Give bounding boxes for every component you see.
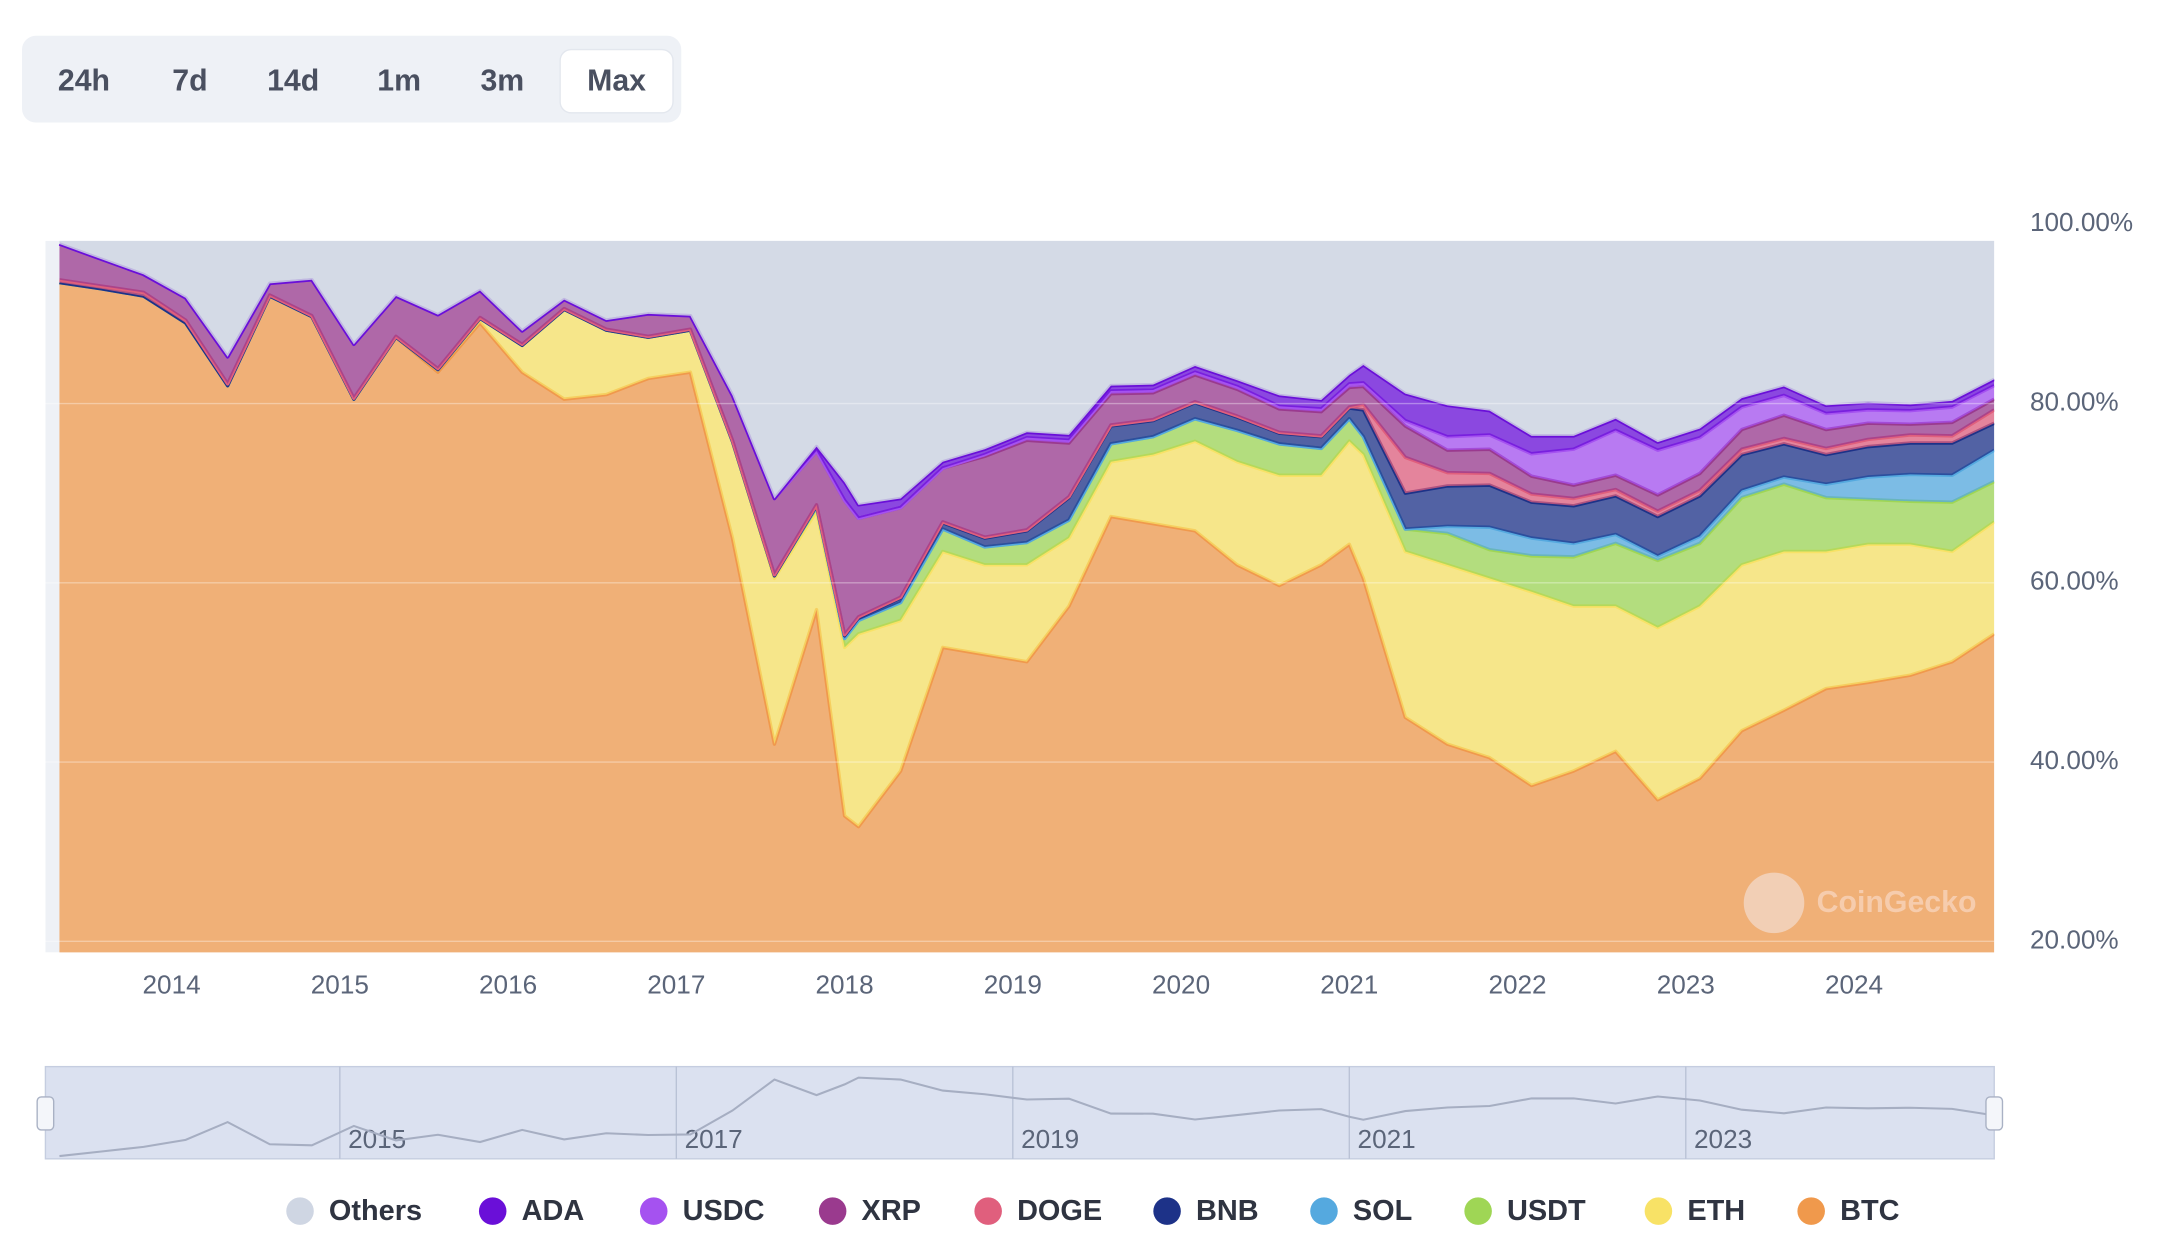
- navigator-tick-label: 2021: [1358, 1124, 1416, 1154]
- y-tick-label: 20.00%: [2030, 924, 2119, 954]
- navigator-handle[interactable]: [1985, 1096, 2004, 1131]
- navigator-line: [59, 1076, 1995, 1158]
- navigator-handle[interactable]: [36, 1096, 55, 1131]
- legend-marker[interactable]: [478, 1197, 507, 1225]
- x-tick-label: 2021: [1320, 970, 1378, 1000]
- range-selector: [22, 35, 682, 123]
- range-button-label[interactable]: 7d: [172, 65, 207, 98]
- legend-label[interactable]: SOL: [1353, 1195, 1412, 1227]
- range-button[interactable]: 1m: [377, 65, 421, 98]
- navigator-tick-label: 2019: [1021, 1124, 1079, 1154]
- x-tick-label: 2022: [1488, 970, 1546, 1000]
- plot-area: [45, 240, 1995, 953]
- legend-label[interactable]: DOGE: [1017, 1195, 1102, 1227]
- legend-item[interactable]: ADA: [478, 1195, 585, 1227]
- legend-marker[interactable]: [974, 1197, 1002, 1225]
- range-button-label[interactable]: 3m: [480, 65, 524, 98]
- x-tick-label: 2024: [1825, 970, 1883, 1000]
- x-tick-label: 2016: [479, 970, 537, 1000]
- legend-label[interactable]: BNB: [1196, 1195, 1259, 1227]
- range-button[interactable]: 24h: [58, 65, 110, 98]
- legend-marker[interactable]: [818, 1197, 847, 1225]
- range-button-label[interactable]: 14d: [267, 65, 319, 98]
- navigator-tick-label: 2017: [685, 1124, 743, 1154]
- area: [59, 282, 1995, 648]
- x-tick-label: 2023: [1657, 970, 1715, 1000]
- y-tick-label: 60.00%: [2030, 566, 2119, 596]
- area: [59, 240, 1995, 505]
- legend-label[interactable]: USDC: [683, 1195, 765, 1227]
- legend-item[interactable]: XRP: [818, 1195, 921, 1227]
- legend-item[interactable]: BTC: [1797, 1195, 1900, 1227]
- legend-marker[interactable]: [639, 1197, 668, 1225]
- area: [59, 282, 1995, 827]
- watermark: CoinGecko: [1817, 886, 1977, 919]
- legend-item[interactable]: BNB: [1153, 1195, 1259, 1227]
- x-tick-label: 2015: [311, 970, 369, 1000]
- range-button-active-bg[interactable]: [559, 48, 674, 114]
- y-tick-label: 80.00%: [2030, 386, 2119, 416]
- range-button-label[interactable]: 1m: [377, 65, 421, 98]
- navigator-tick-label: 2015: [348, 1124, 406, 1154]
- legend-marker[interactable]: [1464, 1197, 1492, 1225]
- legend-item[interactable]: USDC: [639, 1195, 765, 1227]
- range-button[interactable]: 14d: [267, 65, 319, 98]
- legend-label[interactable]: ETH: [1687, 1195, 1745, 1227]
- watermark-logo: [1743, 872, 1805, 934]
- x-tick-label: 2018: [816, 970, 874, 1000]
- legend-label[interactable]: ADA: [522, 1195, 585, 1227]
- range-button-label[interactable]: Max: [587, 65, 646, 98]
- y-tick-label: 100.00%: [2030, 207, 2133, 237]
- legend-label[interactable]: USDT: [1507, 1195, 1586, 1227]
- x-tick-label: 2020: [1152, 970, 1210, 1000]
- legend-marker[interactable]: [286, 1197, 314, 1225]
- legend-label[interactable]: BTC: [1840, 1195, 1900, 1227]
- legend-marker[interactable]: [1153, 1197, 1181, 1225]
- range-button-label[interactable]: 24h: [58, 65, 110, 98]
- area: [59, 282, 1995, 953]
- range-button[interactable]: Max: [559, 48, 674, 114]
- legend-item[interactable]: SOL: [1310, 1195, 1412, 1227]
- legend-item[interactable]: USDT: [1464, 1195, 1586, 1227]
- legend-label[interactable]: XRP: [862, 1195, 921, 1227]
- x-tick-label: 2019: [984, 970, 1042, 1000]
- range-button[interactable]: 3m: [480, 65, 524, 98]
- legend-item[interactable]: DOGE: [974, 1195, 1102, 1227]
- legend-marker[interactable]: [1310, 1197, 1338, 1225]
- x-tick-label: 2014: [143, 970, 201, 1000]
- range-button[interactable]: 7d: [172, 65, 207, 98]
- legend-item[interactable]: ETH: [1644, 1195, 1745, 1227]
- x-tick-label: 2017: [647, 970, 705, 1000]
- legend-item[interactable]: Others: [286, 1195, 422, 1227]
- area: [59, 282, 1995, 639]
- legend-marker[interactable]: [1644, 1197, 1673, 1225]
- area: [59, 244, 1995, 519]
- y-tick-label: 40.00%: [2030, 745, 2119, 775]
- legend-marker[interactable]: [1797, 1197, 1825, 1225]
- legend-label[interactable]: Others: [329, 1195, 422, 1227]
- navigator-tick-label: 2023: [1694, 1124, 1752, 1154]
